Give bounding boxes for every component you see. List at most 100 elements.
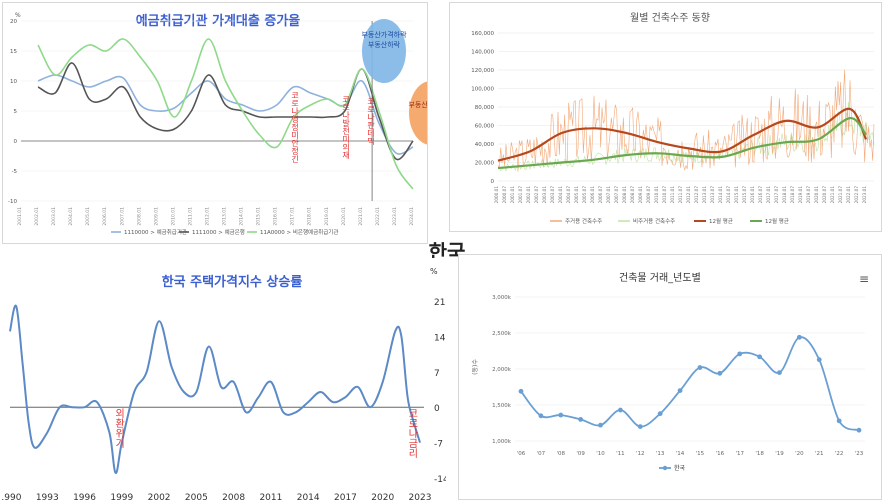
chart-title: 한국 주택가격지수 상승률 xyxy=(162,274,303,290)
x-tick-label: 2008.07 xyxy=(630,186,635,204)
x-tick-label: 2023 xyxy=(409,493,432,502)
x-tick-label: 2008.01 xyxy=(136,207,142,226)
legend-label: 11A0000 > 비은행예금취급기관 xyxy=(260,228,338,236)
annotation-text: 외환위기 xyxy=(113,408,125,449)
y-tick-label: 0 xyxy=(491,179,495,185)
y-tick-label: 100,000 xyxy=(471,87,494,93)
series-line-1 xyxy=(37,62,414,161)
annotation-text: 코로나판데믹 xyxy=(366,97,375,146)
x-tick-label: 2003.01 xyxy=(51,207,57,226)
data-point xyxy=(598,422,603,428)
data-point xyxy=(538,413,544,419)
x-tick-label: 2005.01 xyxy=(574,186,579,204)
x-tick-label: 2010.01 xyxy=(654,186,659,204)
x-tick-label: 2011.01 xyxy=(670,186,675,204)
x-tick-label: 2002 xyxy=(148,493,171,502)
chart-title: 건축물 거래_년도별 xyxy=(619,272,701,284)
x-tick-label: '11 xyxy=(616,451,625,457)
x-tick-label: 2019.01 xyxy=(324,207,330,226)
y-tick-label: 60,000 xyxy=(475,124,495,130)
legend-label: 12월 평균 xyxy=(765,217,789,225)
y-tick-label: 15 xyxy=(10,49,17,55)
y-tick-label: -14 xyxy=(434,475,446,485)
data-point xyxy=(717,370,723,376)
y-tick-label: 160,000 xyxy=(471,31,494,37)
x-tick-label: 2024.01 xyxy=(409,207,415,226)
y-tick-label: 2,500k xyxy=(492,331,512,337)
data-point xyxy=(777,370,782,375)
y-tick-label: 2,000k xyxy=(492,367,512,373)
x-tick-label: 2012.01 xyxy=(204,207,210,226)
y-tick-label: 1,500k xyxy=(492,403,512,409)
data-point xyxy=(816,357,822,363)
y-tick-label: 14 xyxy=(434,333,446,343)
x-tick-label: 1999 xyxy=(110,493,133,502)
x-tick-label: 2020.01 xyxy=(814,186,819,204)
x-tick-label: 2015.01 xyxy=(256,207,262,226)
data-point xyxy=(737,351,743,357)
x-tick-label: '22 xyxy=(835,451,844,457)
series-line-avg-1 xyxy=(497,117,867,170)
x-tick-label: '21 xyxy=(815,451,824,457)
x-tick-label: 2007.01 xyxy=(119,207,125,226)
x-tick-label: 2011 xyxy=(259,493,282,502)
x-tick-label: '13 xyxy=(656,451,665,457)
y-tick-label: 20,000 xyxy=(475,161,495,167)
x-tick-label: '15 xyxy=(696,451,705,457)
legend-label: 1111000 > 예금은행 xyxy=(192,228,245,236)
y-tick-label: -10 xyxy=(8,199,17,205)
x-tick-label: 2015.01 xyxy=(734,186,739,204)
data-point xyxy=(578,417,584,422)
x-tick-label: 2021.07 xyxy=(838,186,843,204)
chart-panel-building-transactions: 건축물 거래_년도별 ≡ (동)수 1,000k 1,500k 2,000k 2,500k 3… xyxy=(458,254,882,500)
x-tick-label: 2012.07 xyxy=(694,186,699,204)
x-tick-label: 2019.07 xyxy=(806,186,811,204)
x-tick-label: 2005.07 xyxy=(582,186,587,204)
x-tick-label: 2021.01 xyxy=(358,207,364,226)
data-point xyxy=(796,334,802,340)
y-tick-label: 3,000k xyxy=(492,295,512,301)
x-tick-label: 2003.01 xyxy=(542,186,547,204)
x-tick-label: '14 xyxy=(676,451,685,457)
legend-label: 한국 xyxy=(674,465,686,472)
y-tick-label: -5 xyxy=(12,169,18,175)
y-axis-title: (동)수 xyxy=(472,359,479,375)
x-tick-label: 2002.07 xyxy=(534,186,539,204)
series-line-avg-0 xyxy=(497,107,868,162)
x-tick-label: 2023.01 xyxy=(862,186,867,204)
x-tick-label: 2003.07 xyxy=(550,186,555,204)
data-point xyxy=(558,412,564,418)
y-tick-label: -7 xyxy=(434,440,443,450)
y-tick-label: 0 xyxy=(434,404,440,414)
data-point xyxy=(856,427,862,433)
y-tick-label: 0 xyxy=(14,139,18,145)
x-tick-label: 2001.07 xyxy=(518,186,523,204)
x-tick-label: 2001.01 xyxy=(17,207,23,226)
x-tick-label: 2010.01 xyxy=(170,207,176,226)
data-point xyxy=(697,365,703,370)
chart-svg: 건축물 거래_년도별 ≡ (동)수 1,000k 1,500k 2,000k 2,500k 3… xyxy=(472,272,869,472)
x-tick-label: 2017.07 xyxy=(774,186,779,204)
x-tick-label: 2009.01 xyxy=(638,186,643,204)
x-tick-label: 2016.01 xyxy=(750,186,755,204)
x-tick-label: 2023.01 xyxy=(392,207,398,226)
x-tick-label: 2004.01 xyxy=(558,186,563,204)
x-tick-label: '07 xyxy=(537,451,546,457)
x-tick-label: 2002.01 xyxy=(526,186,531,204)
x-tick-label: 2020 xyxy=(371,493,394,502)
x-tick-label: '12 xyxy=(636,451,645,457)
x-tick-label: 2018.01 xyxy=(782,186,787,204)
y-tick-label: 40,000 xyxy=(475,142,495,148)
y-tick-label: 1,000k xyxy=(492,439,512,445)
x-tick-label: 2004.01 xyxy=(68,207,74,226)
data-point xyxy=(518,388,524,394)
series-line xyxy=(9,304,421,474)
series-line xyxy=(520,336,860,432)
bubble-orange xyxy=(409,81,427,145)
x-tick-label: 2022.01 xyxy=(846,186,851,204)
x-tick-label: 2004.07 xyxy=(566,186,571,204)
x-tick-label: 2005 xyxy=(185,493,208,502)
x-tick-label: 2013.07 xyxy=(710,186,715,204)
x-tick-label: 1996 xyxy=(73,493,96,502)
